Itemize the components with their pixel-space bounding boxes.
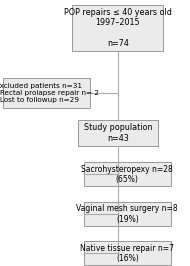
Text: Native tissue repair n=7
(16%): Native tissue repair n=7 (16%) <box>80 244 174 263</box>
FancyBboxPatch shape <box>72 5 163 51</box>
Text: Vaginal mesh surgery n=8
(19%): Vaginal mesh surgery n=8 (19%) <box>77 205 178 224</box>
FancyBboxPatch shape <box>84 202 171 226</box>
Text: Excluded patients n=31
- Rectal prolapse repair n= 2
- Lost to followup n=29: Excluded patients n=31 - Rectal prolapse… <box>0 83 99 103</box>
Text: Study population
n=43: Study population n=43 <box>84 123 152 143</box>
FancyBboxPatch shape <box>84 162 171 186</box>
Text: POP repairs ≤ 40 years old
1997–2015

n=74: POP repairs ≤ 40 years old 1997–2015 n=7… <box>64 8 172 48</box>
FancyBboxPatch shape <box>84 241 171 265</box>
FancyBboxPatch shape <box>78 120 158 146</box>
FancyBboxPatch shape <box>3 78 90 109</box>
Text: Sacrohysteropexy n=28
(65%): Sacrohysteropexy n=28 (65%) <box>82 165 173 184</box>
